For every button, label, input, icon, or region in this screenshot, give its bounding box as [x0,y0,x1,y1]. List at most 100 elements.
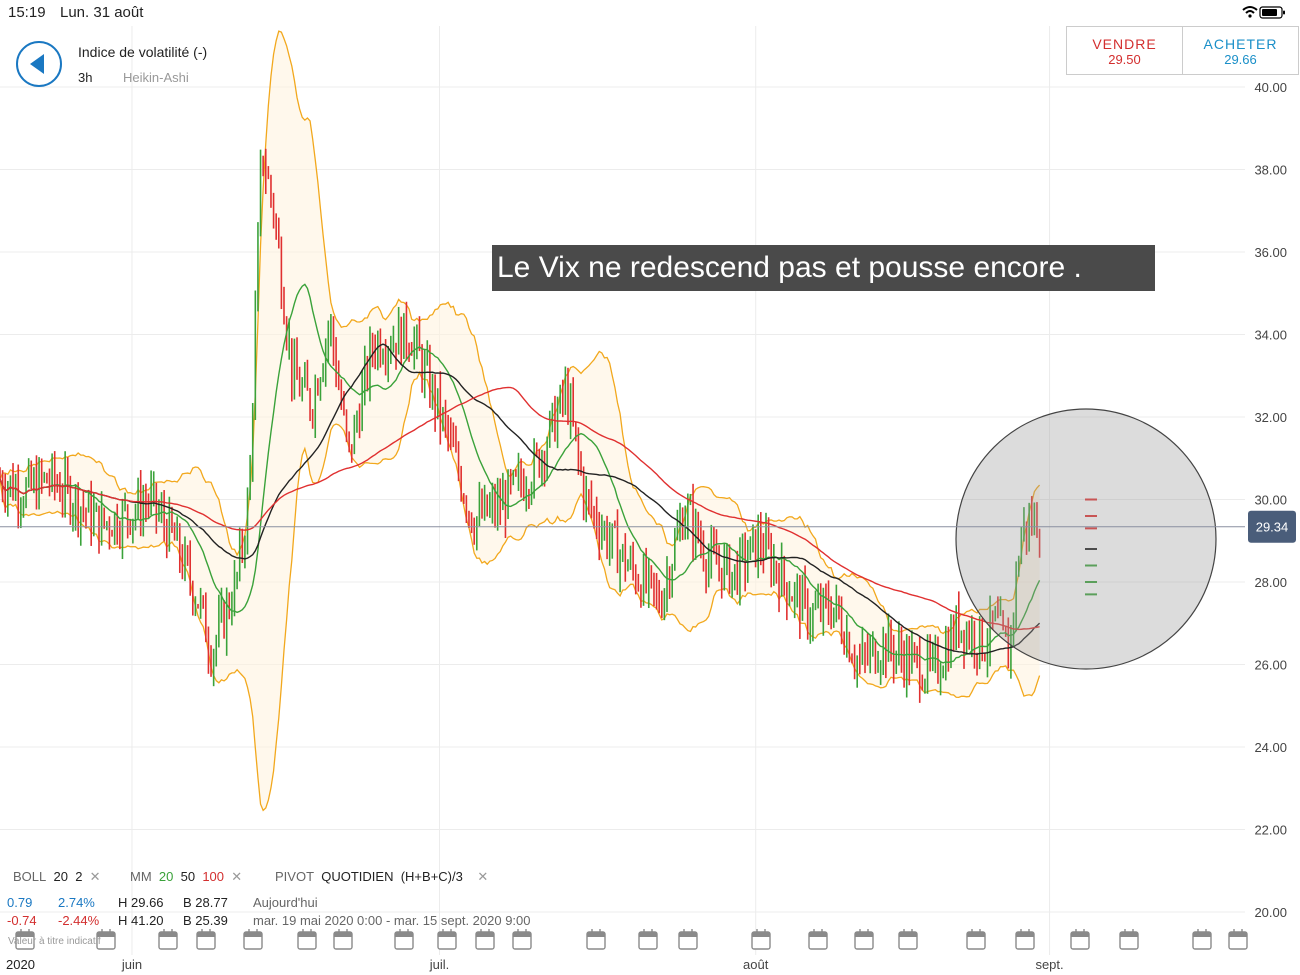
bollinger-bands [0,30,1041,812]
sell-button[interactable]: VENDRE 29.50 [1067,27,1183,74]
timeframe-label[interactable]: 3h [78,70,93,85]
mm-p2: 50 [180,869,196,884]
mm50-line [0,343,1041,655]
current-price-line: 29.34 [0,510,1296,543]
x-tick-label: juil. [429,957,450,972]
y-tick-label: 40.00 [1254,80,1287,95]
pivot-name: PIVOT [275,869,315,884]
chart-annotation: Le Vix ne redescend pas et pousse encore… [492,245,1155,291]
change-up: 0.79 [7,895,33,910]
pct-down: -2.44% [58,913,100,928]
bollinger-lower [0,370,1041,812]
mm-indicator[interactable]: MM 20 50 100 ✕ [130,869,242,885]
calendar-icon [333,929,353,950]
x-tick-label: août [743,957,769,972]
y-axis-labels: 20.00 22.00 24.00 26.00 28.00 30.00 32.00 34.00… [1254,80,1287,920]
back-arrow-icon [30,54,44,74]
pivot-formula: (H+B+C)/3 [400,869,463,884]
candle-layer [0,148,1041,703]
moving-averages [0,283,1097,664]
high-range: H 41.20 [118,913,164,928]
y-tick-label: 38.00 [1254,163,1287,178]
calendar-icon [808,929,828,950]
calendar-icon [475,929,495,950]
year-label: 2020 [6,957,35,972]
calendar-icon [1228,929,1248,950]
boll-indicator[interactable]: BOLL 20 2 ✕ [13,869,101,885]
calendar-icon [243,929,263,950]
sell-price: 29.50 [1108,52,1141,67]
y-tick-label: 32.00 [1254,410,1287,425]
calendar-icon [158,929,178,950]
boll-period: 20 [53,869,68,884]
remove-mm-icon[interactable]: ✕ [231,869,243,884]
calendar-icon [678,929,698,950]
y-tick-label: 34.00 [1254,328,1287,343]
low-today: B 28.77 [183,895,228,910]
y-tick-label: 20.00 [1254,905,1287,920]
calendar-icon [966,929,986,950]
y-tick-label: 26.00 [1254,658,1287,673]
calendar-icon [394,929,414,950]
calendar-icon [297,929,317,950]
status-bar: 15:19 Lun. 31 août [0,0,1300,26]
y-tick-label: 36.00 [1254,245,1287,260]
mm-p1: 20 [158,869,174,884]
status-date: Lun. 31 août [60,4,144,21]
status-time: 15:19 [8,4,46,21]
calendar-icon [854,929,874,950]
pct-up: 2.74% [58,895,95,910]
mm-p3: 100 [202,869,225,884]
chart-type-label[interactable]: Heikin-Ashi [123,70,189,85]
low-range: B 25.39 [183,913,228,928]
y-tick-label: 22.00 [1254,823,1287,838]
x-tick-label: juin [121,957,142,972]
calendar-icon [1015,929,1035,950]
change-down: -0.74 [7,913,37,928]
current-price-value: 29.34 [1256,520,1289,535]
current-price-tag [1248,510,1296,543]
calendar-icon [898,929,918,950]
highlight-circle-shape [955,408,1217,670]
y-tick-label: 24.00 [1254,740,1287,755]
trade-panel: VENDRE 29.50 ACHETER 29.66 [1066,26,1299,75]
mm20-line [0,283,1041,664]
calendar-icon [512,929,532,950]
boll-name: BOLL [13,869,47,884]
calendar-icon [1192,929,1212,950]
wifi-icon [1242,6,1258,18]
instrument-name: Indice de volatilité (-) [78,44,208,60]
highlight-circle [955,408,1217,670]
value-note: Valeur à titre indicatif [8,936,101,947]
today-label: Aujourd'hui [253,895,318,910]
buy-price: 29.66 [1224,52,1257,67]
mm-name: MM [130,869,152,884]
sell-label: VENDRE [1092,36,1157,52]
range-label: mar. 19 mai 2020 0:00 - mar. 15 sept. 20… [253,913,531,928]
calendar-icon [1070,929,1090,950]
pivot-indicator[interactable]: PIVOT QUOTIDIEN (H+B+C)/3 ✕ [275,869,488,885]
high-today: H 29.66 [118,895,164,910]
bollinger-fill [0,31,1040,811]
calendar-icon [586,929,606,950]
calendar-icon [1119,929,1139,950]
remove-pivot-icon[interactable]: ✕ [477,869,489,884]
calendar-icon [15,929,35,950]
pivot-period: QUOTIDIEN [321,869,394,884]
back-button[interactable] [16,41,62,87]
y-tick-label: 30.00 [1254,493,1287,508]
status-icons [1242,5,1286,23]
calendar-icon [96,929,116,950]
buy-button[interactable]: ACHETER 29.66 [1183,27,1298,74]
calendar-icon [196,929,216,950]
calendar-events [15,929,1248,950]
buy-label: ACHETER [1203,36,1278,52]
calendar-icon [437,929,457,950]
x-axis-labels: juin juil. août sept. [121,957,1064,972]
boll-dev: 2 [75,869,83,884]
bollinger-upper [0,30,1041,635]
remove-boll-icon[interactable]: ✕ [89,869,101,884]
y-tick-label: 28.00 [1254,575,1287,590]
battery-icon [1259,6,1285,19]
